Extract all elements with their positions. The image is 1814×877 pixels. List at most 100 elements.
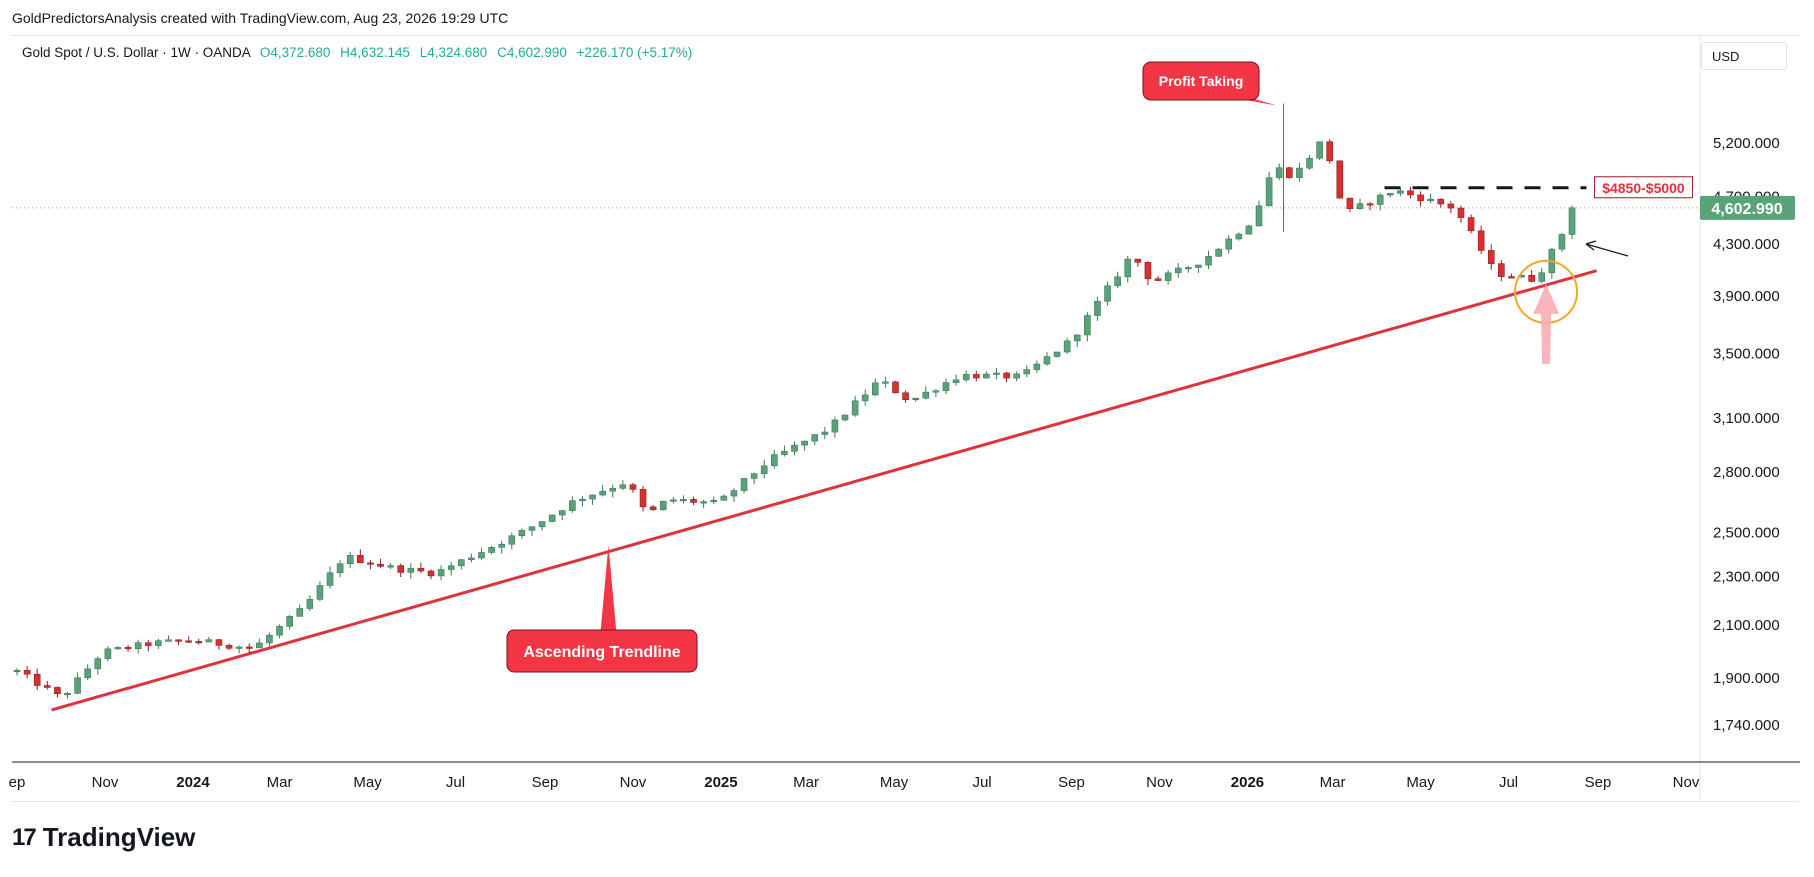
legend-high: H4,632.145 bbox=[340, 45, 410, 60]
chart-frame bbox=[12, 35, 1799, 802]
candle-body bbox=[205, 639, 213, 643]
candle-body bbox=[1306, 157, 1313, 169]
candle-body bbox=[488, 547, 495, 553]
time-tick-label: May bbox=[353, 774, 382, 791]
candle-body bbox=[43, 685, 51, 688]
time-tick-label: Nov bbox=[1146, 774, 1173, 791]
candle-body bbox=[1124, 258, 1132, 278]
candle-body bbox=[427, 570, 435, 577]
candle-body bbox=[1447, 203, 1455, 209]
candle-body bbox=[457, 559, 465, 567]
candle-body bbox=[609, 488, 617, 492]
candle-body bbox=[478, 552, 485, 559]
target-zone-box bbox=[1593, 176, 1693, 199]
candle-body bbox=[1568, 207, 1576, 235]
candle-body bbox=[175, 639, 182, 642]
price-pointer-arrow-icon bbox=[1585, 243, 1629, 257]
price-pointer-arrowhead-icon bbox=[1585, 240, 1597, 251]
candle-body bbox=[912, 397, 919, 401]
candle-body bbox=[942, 382, 950, 391]
candle-body bbox=[1225, 238, 1233, 250]
axes-layer: 5,200.0004,700.0004,300.0003,900.0003,50… bbox=[9, 36, 1800, 800]
candle-body bbox=[357, 555, 364, 564]
candle-body bbox=[1033, 363, 1041, 370]
candle-body bbox=[659, 500, 667, 511]
price-tick-label: 2,800.000 bbox=[1713, 464, 1780, 481]
candle-body bbox=[1114, 276, 1121, 287]
time-tick-label: Jul bbox=[972, 774, 991, 791]
candle-body bbox=[1185, 267, 1192, 270]
candle-body bbox=[215, 639, 223, 646]
currency-selector[interactable]: USD bbox=[1701, 42, 1787, 70]
price-tick-label: 3,900.000 bbox=[1713, 288, 1780, 305]
candle-body bbox=[629, 484, 637, 490]
candle-body bbox=[599, 490, 606, 496]
candle-body bbox=[962, 374, 970, 381]
candle-body bbox=[760, 465, 768, 475]
legend-open: O4,372.680 bbox=[259, 45, 331, 60]
candle-body bbox=[579, 498, 586, 501]
time-tick-label: Nov bbox=[1673, 774, 1700, 791]
time-tick-label: 2024 bbox=[176, 774, 210, 791]
current-price-tag bbox=[1700, 195, 1795, 220]
candle-body bbox=[1134, 258, 1142, 263]
tradingview-brand[interactable]: 17 TradingView bbox=[12, 822, 195, 853]
candle-body bbox=[548, 514, 556, 522]
candle-body bbox=[750, 473, 758, 479]
tradingview-logo-icon: 17 bbox=[12, 823, 37, 851]
profit-taking-callout bbox=[1142, 61, 1260, 101]
candle-body bbox=[861, 394, 869, 402]
candle-body bbox=[983, 373, 990, 379]
candle-body bbox=[1417, 194, 1424, 202]
candle-body bbox=[619, 484, 627, 489]
candle-body bbox=[841, 414, 849, 421]
candle-body bbox=[417, 568, 425, 572]
time-tick-label: May bbox=[1406, 774, 1435, 791]
candle-body bbox=[771, 454, 778, 467]
candle-body bbox=[1376, 194, 1384, 205]
candle-body bbox=[1195, 264, 1202, 268]
time-tick-label: May bbox=[880, 774, 909, 791]
time-tick-label: Jul bbox=[446, 774, 465, 791]
candle-body bbox=[468, 557, 475, 561]
candle-body bbox=[730, 490, 738, 497]
candle-body bbox=[346, 555, 354, 565]
candle-body bbox=[528, 526, 536, 531]
candle-body bbox=[165, 639, 172, 642]
time-tick-label: Jul bbox=[1499, 774, 1518, 791]
candle-body bbox=[952, 379, 960, 383]
candle-body bbox=[1003, 372, 1010, 379]
candle-body bbox=[377, 563, 384, 567]
candle-body bbox=[508, 535, 516, 545]
candle-body bbox=[1336, 160, 1344, 199]
candle-body bbox=[397, 565, 405, 573]
candle-body bbox=[1174, 267, 1182, 274]
candle-body bbox=[286, 616, 293, 627]
candle-body bbox=[336, 563, 344, 574]
candle-body bbox=[326, 572, 334, 586]
candle-body bbox=[124, 647, 132, 650]
candle-body bbox=[700, 501, 707, 504]
candle-body bbox=[993, 372, 1000, 375]
candle-body bbox=[639, 489, 647, 508]
candle-body bbox=[1528, 275, 1535, 282]
candle-body bbox=[1296, 167, 1303, 178]
candle-body bbox=[1346, 197, 1354, 210]
candle-body bbox=[367, 562, 374, 565]
candle-body bbox=[306, 599, 314, 609]
candle-body bbox=[831, 419, 839, 433]
candle-body bbox=[144, 642, 152, 646]
legend-close: C4,602.990 bbox=[497, 45, 567, 60]
candle-body bbox=[64, 693, 71, 696]
candle-body bbox=[84, 668, 91, 679]
candle-body bbox=[114, 647, 122, 650]
price-tick-label: 2,100.000 bbox=[1713, 617, 1780, 634]
candle-body bbox=[1023, 369, 1031, 375]
candle-body bbox=[235, 646, 243, 649]
candle-body bbox=[1316, 141, 1323, 159]
time-tick-label: 2026 bbox=[1231, 774, 1264, 791]
time-tick-label: Sep bbox=[1058, 774, 1085, 791]
candle-body bbox=[1144, 262, 1152, 280]
candle-body bbox=[851, 400, 859, 416]
